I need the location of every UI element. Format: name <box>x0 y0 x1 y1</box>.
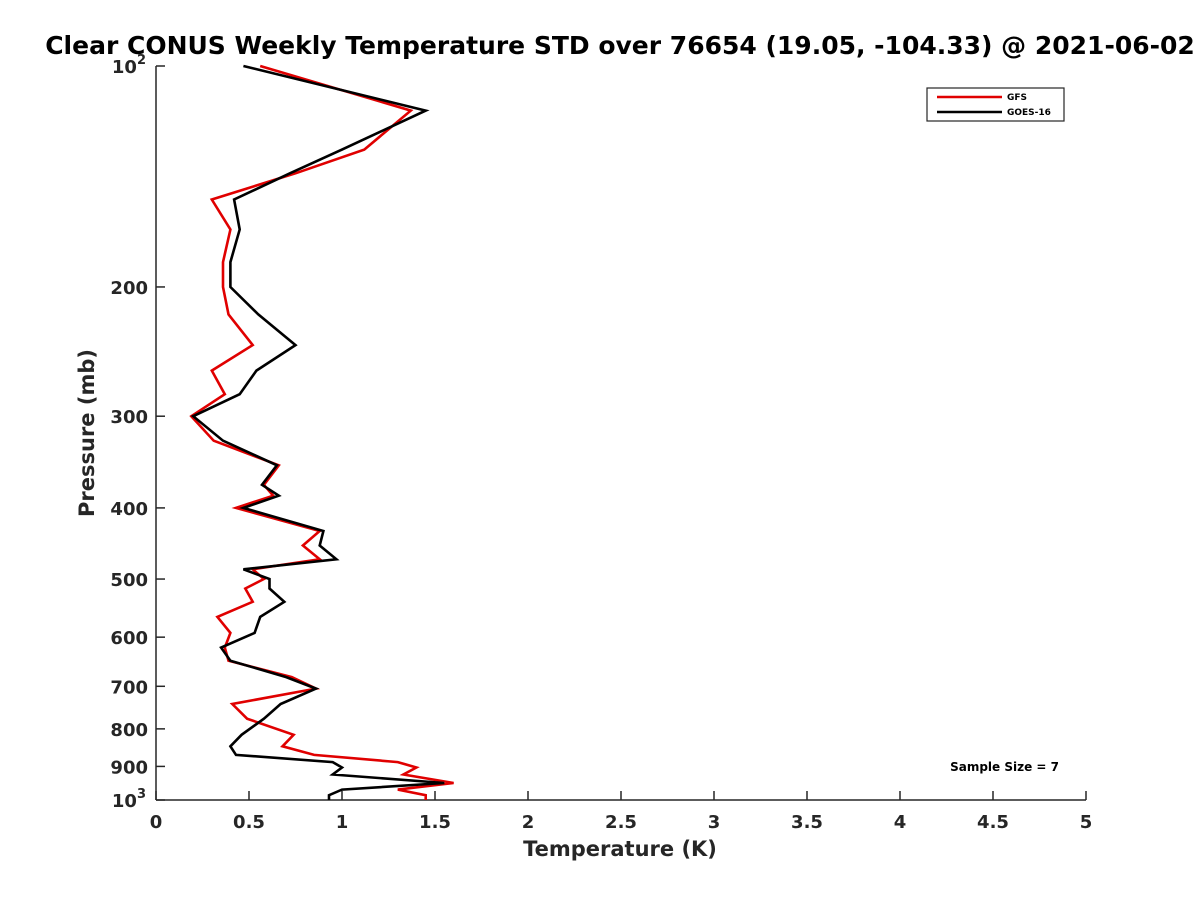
series-line-goes-16 <box>190 64 445 800</box>
legend-label: GOES-16 <box>1007 108 1051 118</box>
legend-label: GFS <box>1007 93 1027 103</box>
x-tick-label: 2 <box>522 812 535 833</box>
x-tick-label: 3.5 <box>791 812 823 833</box>
x-tick-label: 0 <box>150 812 163 833</box>
y-axis-label: Pressure (mb) <box>75 349 99 517</box>
legend-box <box>926 87 1065 122</box>
y-tick-label-exponent: 3 <box>137 787 146 802</box>
y-tick-label-base: 10 <box>112 791 137 812</box>
sample-size-annotation: Sample Size = 7 <box>950 760 1059 774</box>
x-tick-label: 5 <box>1080 812 1093 833</box>
x-axis-label: Temperature (K) <box>523 837 717 861</box>
x-tick-label: 2.5 <box>605 812 637 833</box>
y-tick-label-base: 10 <box>112 57 137 78</box>
y-tick-label: 400 <box>110 499 148 520</box>
x-tick-label: 3 <box>708 812 721 833</box>
legend: GFS GOES-16 <box>926 87 1065 122</box>
chart-title: Clear CONUS Weekly Temperature STD over … <box>45 31 1195 60</box>
x-tick-label: 0.5 <box>233 812 265 833</box>
y-tick-label-exponent: 2 <box>137 53 146 68</box>
x-tick-label: 1.5 <box>419 812 451 833</box>
x-tick-label: 1 <box>336 812 349 833</box>
y-tick-label: 300 <box>110 407 148 428</box>
x-tick-label: 4 <box>894 812 907 833</box>
y-tick-label: 800 <box>110 720 148 741</box>
x-tick-label: 4.5 <box>977 812 1009 833</box>
y-tick-label: 700 <box>110 677 148 698</box>
y-tick-label: 102 <box>112 53 146 78</box>
y-tick-label: 103 <box>112 787 146 812</box>
y-tick-label: 500 <box>110 570 148 591</box>
y-tick-label: 900 <box>110 757 148 778</box>
y-tick-label: 200 <box>110 278 148 299</box>
plot-area: 0 0.5 1 1.5 2 2.5 3 3.5 4 4.5 51022003004005006007… <box>110 53 1092 833</box>
y-tick-label: 600 <box>110 628 148 649</box>
